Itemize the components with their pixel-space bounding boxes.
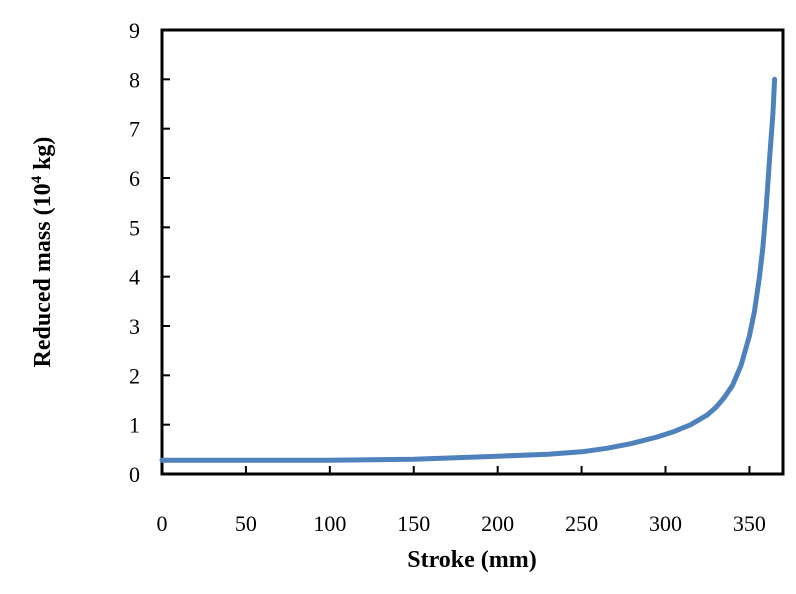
y-tick-label: 6 bbox=[129, 166, 140, 191]
y-tick-label: 0 bbox=[129, 462, 140, 487]
y-tick-label: 9 bbox=[129, 18, 140, 43]
y-tick-label: 3 bbox=[129, 314, 140, 339]
x-tick-label: 250 bbox=[565, 511, 598, 536]
y-tick-label: 1 bbox=[129, 413, 140, 438]
y-axis-title-suffix: kg) bbox=[30, 137, 56, 176]
x-tick-label: 300 bbox=[649, 511, 682, 536]
y-tick-label: 2 bbox=[129, 363, 140, 388]
y-tick-label: 5 bbox=[129, 215, 140, 240]
x-tick-label: 350 bbox=[733, 511, 766, 536]
y-axis-title-superscript: 4 bbox=[29, 175, 45, 183]
x-tick-label: 100 bbox=[313, 511, 346, 536]
series-line bbox=[159, 76, 778, 463]
x-tick-label: 0 bbox=[157, 511, 168, 536]
y-axis-title-prefix: Reduced mass (10 bbox=[30, 183, 56, 367]
x-axis-title: Stroke (mm) bbox=[407, 547, 537, 573]
x-tick-label: 200 bbox=[481, 511, 514, 536]
x-tick-label: 150 bbox=[397, 511, 430, 536]
x-tick-label: 50 bbox=[235, 511, 257, 536]
x-axis-ticks: 0 50 100 150 200 250 300 350 bbox=[157, 466, 766, 536]
y-axis-title: Reduced mass (104 kg) bbox=[29, 137, 56, 368]
plot-area bbox=[160, 28, 785, 476]
y-axis-ticks: 0 1 2 3 4 5 6 7 8 9 bbox=[129, 18, 170, 487]
y-tick-label: 7 bbox=[129, 117, 140, 142]
y-tick-label: 4 bbox=[129, 265, 140, 290]
y-tick-label: 8 bbox=[129, 67, 140, 92]
